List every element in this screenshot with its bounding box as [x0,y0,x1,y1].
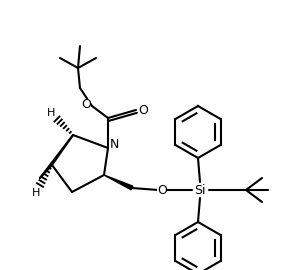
Text: Si: Si [194,184,206,197]
Text: N: N [109,137,119,150]
Text: H: H [32,188,40,198]
Polygon shape [104,175,133,190]
Text: O: O [138,103,148,116]
Text: O: O [81,99,91,112]
Text: H: H [47,108,55,118]
Text: O: O [157,184,167,197]
